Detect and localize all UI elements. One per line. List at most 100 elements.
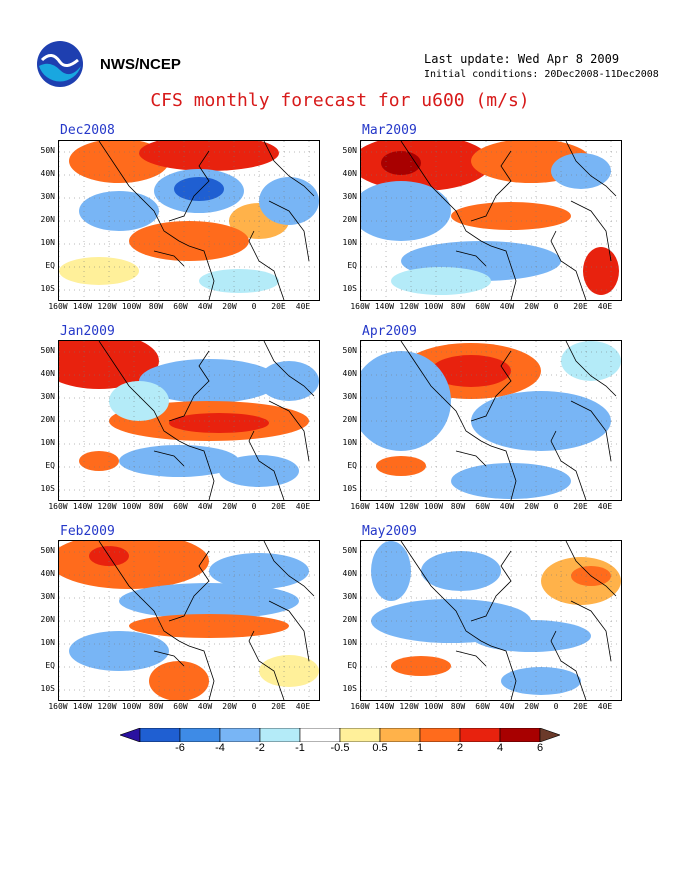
panel-label: Feb2009: [60, 524, 115, 539]
lon-tick-label: 60W: [475, 502, 490, 511]
lon-tick-label: 100W: [121, 702, 142, 711]
anomaly-shading: [199, 269, 279, 293]
lon-tick-label: 140W: [72, 302, 93, 311]
colorbar-tick-label: -0.5: [330, 742, 350, 754]
panel-label: Jan2009: [60, 324, 115, 339]
lat-tick-label: EQ: [45, 461, 55, 470]
colorbar-tick-label: -4: [215, 742, 225, 754]
forecast-map-panel: [360, 140, 622, 301]
lon-tick-label: 80W: [148, 502, 164, 511]
lat-tick-label: 10S: [342, 484, 357, 493]
forecast-map-panel: [360, 540, 622, 701]
lon-tick-label: 100W: [423, 502, 444, 511]
lon-tick-label: 40W: [499, 702, 515, 711]
lon-tick-label: 80W: [450, 302, 466, 311]
lat-tick-label: 30N: [342, 592, 357, 601]
colorbar-segment: [459, 727, 501, 743]
anomaly-shading: [129, 221, 249, 261]
lon-tick-label: 20E: [271, 502, 286, 511]
lat-tick-label: 10N: [40, 638, 55, 647]
lat-tick-label: 40N: [342, 569, 357, 578]
colorbar-segment: [259, 727, 301, 743]
lon-tick-label: 160W: [350, 502, 370, 511]
org-name: NWS/NCEP: [100, 56, 181, 73]
anomaly-shading: [59, 257, 139, 285]
anomaly-shading: [109, 381, 169, 421]
lat-tick-label: 50N: [342, 346, 357, 355]
lat-tick-label: EQ: [347, 461, 357, 470]
anomaly-shading: [376, 456, 426, 476]
colorbar-segment: [499, 727, 541, 743]
lon-tick-label: 120W: [399, 502, 419, 511]
anomaly-shading: [79, 451, 119, 471]
page-title: CFS monthly forecast for u600 (m/s): [150, 90, 530, 111]
lon-tick-label: 100W: [121, 302, 142, 311]
coastline: [98, 541, 315, 700]
colorbar-segment: [299, 727, 341, 743]
colorbar-tick-label: 0.5: [372, 742, 388, 754]
lat-tick-label: 20N: [342, 415, 357, 424]
lon-tick-label: 0: [251, 302, 257, 311]
coastline: [400, 141, 617, 300]
coastline: [400, 541, 617, 700]
colorbar-tick-label: 1: [416, 742, 424, 754]
panel-label: Mar2009: [362, 123, 417, 138]
lon-tick-label: 100W: [423, 302, 444, 311]
anomaly-shading: [471, 620, 591, 652]
lon-tick-label: 20W: [524, 502, 539, 511]
lon-tick-label: 60W: [475, 702, 490, 711]
colorbar: [119, 727, 561, 746]
anomaly-shading: [381, 151, 421, 175]
lon-tick-label: 40E: [597, 702, 613, 711]
coastline: [98, 141, 315, 300]
lon-tick-label: 40E: [597, 302, 613, 311]
lon-tick-label: 20W: [222, 302, 237, 311]
lat-tick-label: 10S: [342, 284, 357, 293]
colorbar-tick-label: 6: [536, 742, 544, 754]
lon-tick-label: 80W: [450, 502, 466, 511]
lat-tick-label: EQ: [45, 661, 55, 670]
lon-tick-label: 20E: [573, 302, 588, 311]
lat-tick-label: 40N: [342, 369, 357, 378]
lon-tick-label: 40E: [597, 502, 613, 511]
lon-tick-label: 160W: [350, 302, 370, 311]
lon-tick-label: 0: [251, 502, 257, 511]
lon-tick-label: 160W: [48, 502, 68, 511]
lat-tick-label: 10N: [342, 238, 357, 247]
colorbar-tick-label: 2: [456, 742, 464, 754]
lon-tick-label: 60W: [173, 502, 188, 511]
lon-tick-label: 40E: [295, 502, 311, 511]
lon-tick-label: 60W: [173, 302, 188, 311]
lat-tick-label: 10S: [40, 684, 55, 693]
panel-label: May2009: [362, 524, 417, 539]
lat-tick-label: 50N: [342, 146, 357, 155]
lon-tick-label: 80W: [148, 302, 164, 311]
anomaly-shading: [79, 191, 159, 231]
anomaly-shading: [169, 413, 269, 433]
lat-tick-label: 20N: [342, 615, 357, 624]
lat-tick-label: 40N: [342, 169, 357, 178]
coastline: [98, 341, 315, 500]
anomaly-shading: [259, 655, 319, 687]
colorbar-segment: [379, 727, 421, 743]
lon-tick-label: 20E: [271, 302, 286, 311]
lon-tick-label: 140W: [374, 502, 395, 511]
colorbar-segment: [179, 727, 221, 743]
initial-conditions: Initial conditions: 20Dec2008-11Dec2008: [424, 69, 659, 80]
anomaly-shading: [259, 177, 319, 225]
lat-tick-label: 20N: [342, 215, 357, 224]
colorbar-segment: [419, 727, 461, 743]
lat-tick-label: 40N: [40, 369, 55, 378]
lat-tick-label: 10N: [40, 438, 55, 447]
lon-tick-label: 20E: [573, 502, 588, 511]
lat-tick-label: 10N: [342, 638, 357, 647]
lon-tick-label: 40W: [499, 302, 515, 311]
lon-tick-label: 0: [553, 302, 559, 311]
colorbar-tick-label: 4: [496, 742, 504, 754]
anomaly-shading: [391, 656, 451, 676]
lat-tick-label: EQ: [347, 661, 357, 670]
lat-tick-label: 50N: [40, 546, 55, 555]
colorbar-segment: [339, 727, 381, 743]
anomaly-shading: [259, 361, 319, 401]
lon-tick-label: 160W: [48, 302, 68, 311]
